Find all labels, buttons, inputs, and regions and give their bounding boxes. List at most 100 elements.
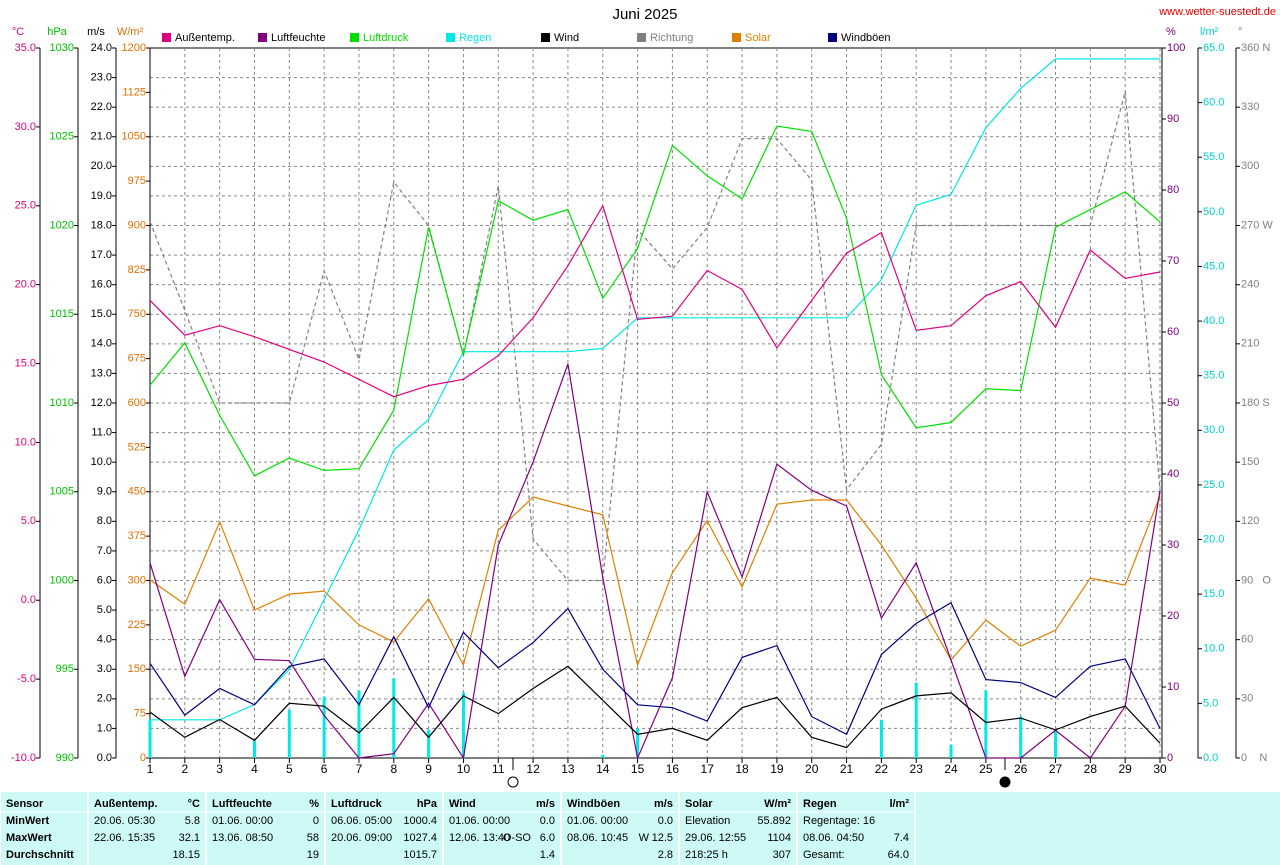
y-tick-label: 10.0	[91, 456, 112, 468]
y-tick-label: 15.0	[15, 357, 36, 369]
table-header: Sensor	[6, 798, 44, 810]
series-line	[149, 495, 1161, 668]
legend-label: Luftdruck	[363, 32, 409, 44]
y-tick-label: 1.0	[97, 722, 112, 734]
y-tick-label: 65.0	[1203, 42, 1224, 54]
x-tick-label: 20	[805, 762, 819, 776]
y-tick-label: 5.0	[97, 604, 112, 616]
y-tick-label: 30	[1241, 693, 1253, 705]
table-cell: 1027.4	[403, 832, 437, 844]
table-cell: 218:25 h	[685, 849, 728, 861]
y-tick-label: 0	[140, 752, 146, 764]
y-tick-label: 300	[128, 574, 146, 586]
rain-bar	[949, 744, 953, 758]
legend-label: Wind	[554, 32, 579, 44]
y-tick-label: 240	[1241, 279, 1259, 291]
axis-title: %	[1166, 26, 1176, 38]
table-header: Außentemp.	[94, 798, 158, 810]
y-tick-label: 9.0	[97, 486, 112, 498]
y-tick-label: 90 O	[1241, 574, 1271, 586]
table-unit: l/m²	[889, 798, 909, 810]
table-cell: 0.0	[658, 815, 673, 827]
series-line	[149, 204, 1161, 398]
y-tick-label: 35.0	[1203, 370, 1224, 382]
y-tick-label: 825	[128, 264, 146, 276]
axis-title: m/s	[87, 26, 105, 38]
table-cell: 5.8	[185, 815, 200, 827]
x-tick-label: 18	[735, 762, 749, 776]
y-tick-label: 20.0	[1203, 533, 1224, 545]
y-tick-label: 60	[1167, 326, 1179, 338]
y-tick-label: 6.0	[97, 574, 112, 586]
table-header: Luftdruck	[331, 798, 383, 810]
y-tick-label: 1125	[122, 86, 146, 98]
y-tick-label: 18.0	[91, 219, 112, 231]
y-tick-label: 180 S	[1241, 397, 1270, 409]
table-cell: 32.1	[179, 832, 200, 844]
y-tick-label: 1020	[50, 219, 74, 231]
y-tick-label: 1005	[50, 486, 74, 498]
table-cell: 13.06. 08:50	[212, 832, 273, 844]
x-tick-label: 6	[321, 762, 328, 776]
y-tick-label: 19.0	[91, 190, 112, 202]
y-tick-label: 45.0	[1203, 260, 1224, 272]
chart-title: Juni 2025	[612, 6, 677, 23]
y-tick-label: 30.0	[15, 121, 36, 133]
y-tick-label: 150	[128, 663, 146, 675]
y-tick-label: 25.0	[1203, 479, 1224, 491]
y-tick-label: 80	[1167, 184, 1179, 196]
table-cell: 20.06. 09:00	[331, 832, 392, 844]
y-tick-label: 40.0	[1203, 315, 1224, 327]
y-tick-label: 60	[1241, 634, 1253, 646]
y-tick-label: 75	[134, 708, 146, 720]
y-tick-label: 7.0	[97, 545, 112, 557]
y-tick-label: 30.0	[1203, 424, 1224, 436]
table-cell: 08.06. 04:50	[803, 832, 864, 844]
y-tick-label: 100	[1167, 42, 1185, 54]
x-tick-label: 10	[457, 762, 471, 776]
x-tick-label: 4	[251, 762, 258, 776]
rain-bar	[984, 690, 988, 758]
rain-bar	[636, 728, 640, 758]
rain-bar	[322, 696, 326, 758]
rain-bar	[427, 729, 431, 758]
y-tick-label: 990	[56, 752, 74, 764]
y-tick-label: 35.0	[15, 42, 36, 54]
y-tick-label: 23.0	[91, 71, 112, 83]
table-cell: 22.06. 15:35	[94, 832, 155, 844]
legend-label: Regen	[459, 32, 491, 44]
y-tick-label: 525	[128, 441, 146, 453]
table-cell: 1000.4	[403, 815, 437, 827]
table-cell: 0	[313, 815, 319, 827]
legend-swatch	[162, 33, 171, 42]
rain-bar	[461, 692, 465, 758]
y-tick-label: 10.0	[15, 436, 36, 448]
legend-label: Außentemp.	[175, 32, 235, 44]
y-tick-label: 90	[1167, 113, 1179, 125]
y-tick-label: 750	[128, 308, 146, 320]
axis-title: W/m²	[117, 26, 144, 38]
x-tick-label: 9	[425, 762, 432, 776]
y-tick-label: 30	[1167, 539, 1179, 551]
y-tick-label: 0.0	[97, 752, 112, 764]
x-tick-label: 5	[286, 762, 293, 776]
table-cell: 01.06. 00:00	[567, 815, 628, 827]
y-tick-label: 1015	[50, 308, 74, 320]
y-tick-label: 2.0	[97, 693, 112, 705]
rain-bar	[357, 690, 361, 758]
y-tick-label: 995	[56, 663, 74, 675]
x-tick-label: 28	[1084, 762, 1098, 776]
table-unit: m/s	[536, 798, 555, 810]
y-tick-label: 10.0	[1203, 643, 1224, 655]
y-tick-label: 22.0	[91, 101, 112, 113]
table-cell: 19	[307, 849, 319, 861]
y-tick-label: 1010	[50, 397, 74, 409]
rain-bar	[287, 709, 291, 758]
legend-swatch	[258, 33, 267, 42]
legend-label: Windböen	[841, 32, 891, 44]
y-tick-label: 0.0	[21, 594, 36, 606]
x-tick-label: 2	[181, 762, 188, 776]
y-tick-label: 40	[1167, 468, 1179, 480]
